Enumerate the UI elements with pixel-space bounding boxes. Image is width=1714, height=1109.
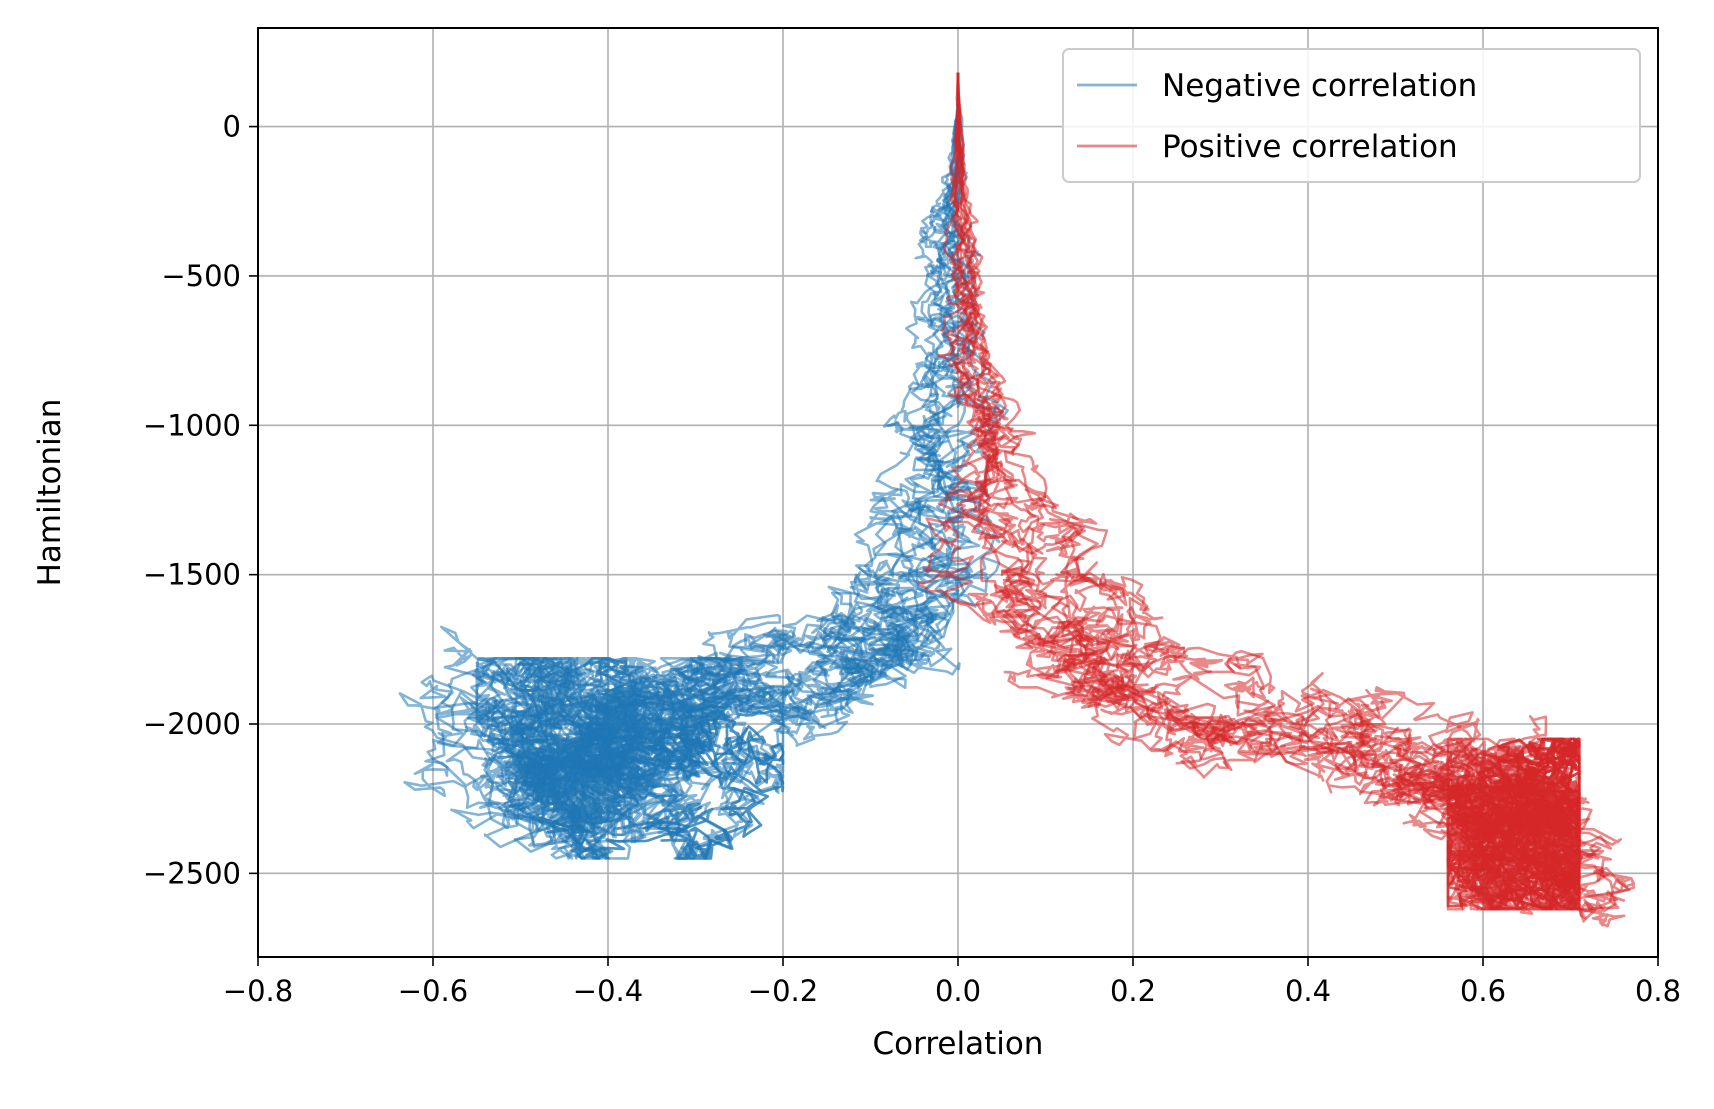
trajectory-line-series-1 [917, 72, 1581, 911]
trajectory-line-series-0 [403, 96, 968, 860]
x-axis: −0.8 −0.6 −0.4 −0.2 0.0 0.2 0.4 0.6 0.8 [223, 957, 1681, 1008]
y-tick-label: −1500 [143, 558, 241, 592]
trajectory-line-series-1 [956, 72, 1622, 911]
y-tick-label: −2000 [143, 707, 241, 741]
y-tick-label: 0 [223, 110, 241, 144]
y-tick-label: −1000 [143, 408, 241, 442]
x-tick-label: −0.2 [748, 974, 818, 1008]
legend-label-0: Negative correlation [1162, 68, 1477, 104]
x-tick-label: 0.4 [1285, 974, 1331, 1008]
x-tick-label: 0.8 [1635, 974, 1681, 1008]
y-tick-label: −500 [161, 259, 241, 293]
legend: Negative correlation Positive correlation [1062, 48, 1641, 183]
x-tick-label: −0.4 [573, 974, 643, 1008]
y-axis: 0 −500 −1000 −1500 −2000 −2500 [143, 110, 258, 890]
y-axis-title: Hamiltonian [32, 399, 68, 587]
y-tick-label: −2500 [143, 856, 241, 890]
x-tick-label: 0.0 [935, 974, 981, 1008]
legend-label-1: Positive correlation [1162, 129, 1458, 165]
x-tick-label: −0.6 [398, 974, 468, 1008]
x-axis-title: Correlation [873, 1026, 1044, 1062]
x-tick-label: 0.6 [1460, 974, 1506, 1008]
legend-box [1062, 48, 1641, 183]
plot-area [398, 72, 1636, 928]
x-tick-label: 0.2 [1110, 974, 1156, 1008]
trajectory-line-series-0 [440, 96, 989, 860]
x-tick-label: −0.8 [223, 974, 293, 1008]
